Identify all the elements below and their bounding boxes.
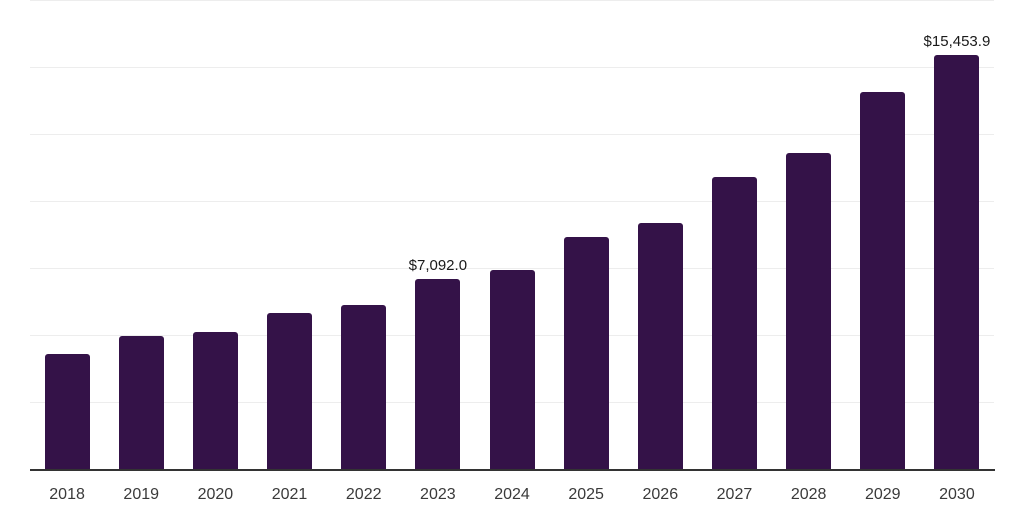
x-tick-2029: 2029 [864, 486, 901, 503]
plot-area: $7,092.0 $15,453.9 [30, 0, 994, 469]
data-label-2023: $7,092.0 [408, 256, 468, 274]
gridline [30, 268, 994, 269]
bar-2023 [415, 278, 461, 469]
gridline [30, 201, 994, 202]
x-tick-2022: 2022 [345, 486, 382, 503]
bar-2018 [44, 354, 90, 469]
x-axis-line [30, 469, 995, 471]
bar-2021 [267, 313, 313, 469]
x-tick-2030: 2030 [939, 486, 975, 503]
x-tick-2025: 2025 [568, 486, 604, 503]
x-tick-2024: 2024 [494, 486, 530, 503]
bar-2020 [192, 332, 238, 469]
x-tick-2026: 2026 [642, 486, 679, 503]
x-tick-2020: 2020 [197, 486, 234, 503]
data-label-2030: $15,453.9 [923, 32, 991, 50]
bar-2028 [786, 152, 832, 469]
bar-2027 [711, 176, 757, 469]
x-tick-2028: 2028 [790, 486, 827, 503]
bar-2024 [489, 270, 535, 469]
bar-2025 [563, 236, 609, 469]
bar-2026 [637, 222, 683, 469]
x-tick-2027: 2027 [716, 486, 753, 503]
gridline [30, 134, 994, 135]
bar-2030 [934, 54, 980, 469]
gridline [30, 0, 994, 1]
x-tick-2018: 2018 [49, 486, 85, 503]
bar-2022 [341, 304, 387, 469]
x-tick-2021: 2021 [271, 486, 308, 503]
x-tick-2023: 2023 [420, 486, 456, 503]
x-tick-2019: 2019 [123, 486, 160, 503]
bar-2029 [860, 91, 906, 469]
bar-2019 [118, 336, 164, 469]
gridline [30, 67, 994, 68]
